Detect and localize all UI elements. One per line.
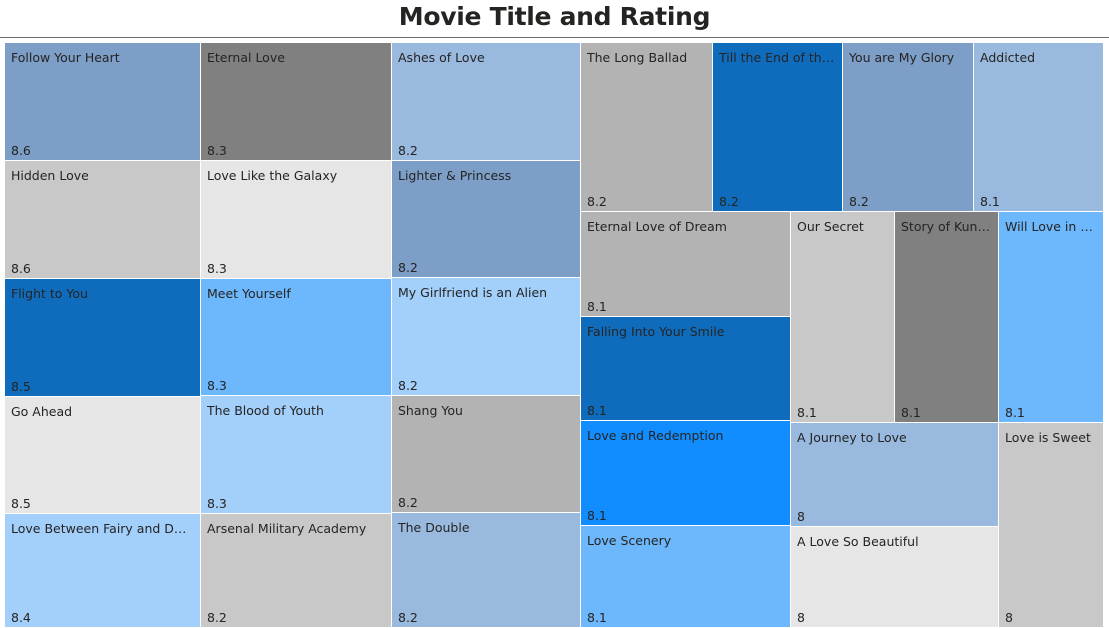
tile-value: 8 <box>1005 610 1013 625</box>
tile-value: 8.3 <box>207 496 227 511</box>
treemap-tile-love-like-the-galaxy[interactable]: Love Like the Galaxy 8.3 <box>201 161 392 279</box>
treemap-plot-area: Follow Your Heart 8.6 Hidden Love 8.6 Flight… <box>5 43 1104 628</box>
tile-value: 8.5 <box>11 496 31 511</box>
tile-label: Our Secret <box>797 219 864 234</box>
tile-label: Meet Yourself <box>207 286 291 301</box>
tile-value: 8.2 <box>398 495 418 510</box>
tile-label: Eternal Love of Dream <box>587 219 727 234</box>
tile-value: 8.2 <box>398 143 418 158</box>
treemap-tile-a-journey-to-love[interactable]: A Journey to Love 8 <box>791 423 999 527</box>
tile-label: Love Between Fairy and Devil <box>11 521 194 536</box>
treemap-tile-the-long-ballad[interactable]: The Long Ballad 8.2 <box>581 43 713 212</box>
tile-value: 8.6 <box>11 261 31 276</box>
treemap-tile-go-ahead[interactable]: Go Ahead 8.5 <box>5 397 201 514</box>
tile-label: Go Ahead <box>11 404 73 419</box>
tile-label: A Journey to Love <box>797 430 907 445</box>
tile-value: 8 <box>797 509 805 524</box>
treemap-tile-lighter-princess[interactable]: Lighter & Princess 8.2 <box>392 161 581 278</box>
tile-label: The Double <box>398 520 470 535</box>
tile-label: Till the End of the ... <box>719 50 836 65</box>
tile-value: 8.2 <box>719 194 739 209</box>
tile-label: Eternal Love <box>207 50 285 65</box>
title-divider <box>0 37 1109 38</box>
tile-label: Love Like the Galaxy <box>207 168 338 183</box>
tile-value: 8.2 <box>398 378 418 393</box>
tile-label: Hidden Love <box>11 168 89 183</box>
tile-value: 8.2 <box>207 610 227 625</box>
tile-label: A Love So Beautiful <box>797 534 919 549</box>
treemap-tile-addicted[interactable]: Addicted 8.1 <box>974 43 1104 212</box>
chart-title: Movie Title and Rating <box>398 2 711 31</box>
treemap-tile-our-secret[interactable]: Our Secret 8.1 <box>791 212 895 423</box>
tile-value: 8 <box>797 610 805 625</box>
tile-value: 8.1 <box>587 403 607 418</box>
tile-value: 8.1 <box>797 405 817 420</box>
treemap-tile-love-scenery[interactable]: Love Scenery 8.1 <box>581 526 791 628</box>
tile-label: Shang You <box>398 403 463 418</box>
treemap-tile-eternal-love-of-dream[interactable]: Eternal Love of Dream 8.1 <box>581 212 791 317</box>
treemap-tile-the-double[interactable]: The Double 8.2 <box>392 513 581 628</box>
tile-value: 8.1 <box>1005 405 1025 420</box>
tile-value: 8.4 <box>11 610 31 625</box>
treemap-tile-story-of-kunni[interactable]: Story of Kunni... 8.1 <box>895 212 999 423</box>
treemap-tile-will-love-in-sp[interactable]: Will Love in Sp... 8.1 <box>999 212 1104 423</box>
tile-value: 8.5 <box>11 379 31 394</box>
treemap-tile-love-between-fairy-and-devil[interactable]: Love Between Fairy and Devil 8.4 <box>5 514 201 628</box>
tile-value: 8.1 <box>980 194 1000 209</box>
treemap-tile-arsenal-military-academy[interactable]: Arsenal Military Academy 8.2 <box>201 514 392 628</box>
treemap-tile-ashes-of-love[interactable]: Ashes of Love 8.2 <box>392 43 581 161</box>
tile-label: Addicted <box>980 50 1036 65</box>
treemap-tile-meet-yourself[interactable]: Meet Yourself 8.3 <box>201 279 392 396</box>
treemap-tile-eternal-love[interactable]: Eternal Love 8.3 <box>201 43 392 161</box>
tile-label: Love is Sweet <box>1005 430 1091 445</box>
tile-label: Falling Into Your Smile <box>587 324 725 339</box>
tile-label: The Long Ballad <box>587 50 688 65</box>
treemap-tile-a-love-so-beautiful[interactable]: A Love So Beautiful 8 <box>791 527 999 628</box>
treemap-tile-the-blood-of-youth[interactable]: The Blood of Youth 8.3 <box>201 396 392 514</box>
tile-value: 8.3 <box>207 143 227 158</box>
tile-label: My Girlfriend is an Alien <box>398 285 548 300</box>
treemap-tile-follow-your-heart[interactable]: Follow Your Heart 8.6 <box>5 43 201 161</box>
tile-label: Flight to You <box>11 286 88 301</box>
tile-label: Lighter & Princess <box>398 168 512 183</box>
tile-label: Love Scenery <box>587 533 672 548</box>
tile-value: 8.2 <box>398 610 418 625</box>
treemap-tile-shang-you[interactable]: Shang You 8.2 <box>392 396 581 513</box>
tile-label: Ashes of Love <box>398 50 485 65</box>
treemap-tile-till-the-end-of-the[interactable]: Till the End of the ... 8.2 <box>713 43 843 212</box>
tile-value: 8.1 <box>587 610 607 625</box>
tile-label: Arsenal Military Academy <box>207 521 367 536</box>
treemap-tile-hidden-love[interactable]: Hidden Love 8.6 <box>5 161 201 279</box>
tile-value: 8.2 <box>398 260 418 275</box>
treemap-tile-my-girlfriend-is-an-alien[interactable]: My Girlfriend is an Alien 8.2 <box>392 278 581 396</box>
tile-label: Story of Kunni... <box>901 219 992 234</box>
tile-value: 8.6 <box>11 143 31 158</box>
tile-value: 8.1 <box>587 508 607 523</box>
treemap-tile-falling-into-your-smile[interactable]: Falling Into Your Smile 8.1 <box>581 317 791 421</box>
tile-label: Will Love in Sp... <box>1005 219 1097 234</box>
tile-value: 8.3 <box>207 261 227 276</box>
tile-label: The Blood of Youth <box>207 403 324 418</box>
tile-value: 8.3 <box>207 378 227 393</box>
tile-value: 8.1 <box>901 405 921 420</box>
treemap-tile-you-are-my-glory[interactable]: You are My Glory 8.2 <box>843 43 974 212</box>
treemap-tile-love-and-redemption[interactable]: Love and Redemption 8.1 <box>581 421 791 526</box>
tile-value: 8.1 <box>587 299 607 314</box>
tile-label: Love and Redemption <box>587 428 724 443</box>
tile-value: 8.2 <box>587 194 607 209</box>
tile-label: You are My Glory <box>849 50 955 65</box>
treemap-tile-flight-to-you[interactable]: Flight to You 8.5 <box>5 279 201 397</box>
tile-value: 8.2 <box>849 194 869 209</box>
tile-label: Follow Your Heart <box>11 50 120 65</box>
treemap-tile-love-is-sweet[interactable]: Love is Sweet 8 <box>999 423 1104 628</box>
